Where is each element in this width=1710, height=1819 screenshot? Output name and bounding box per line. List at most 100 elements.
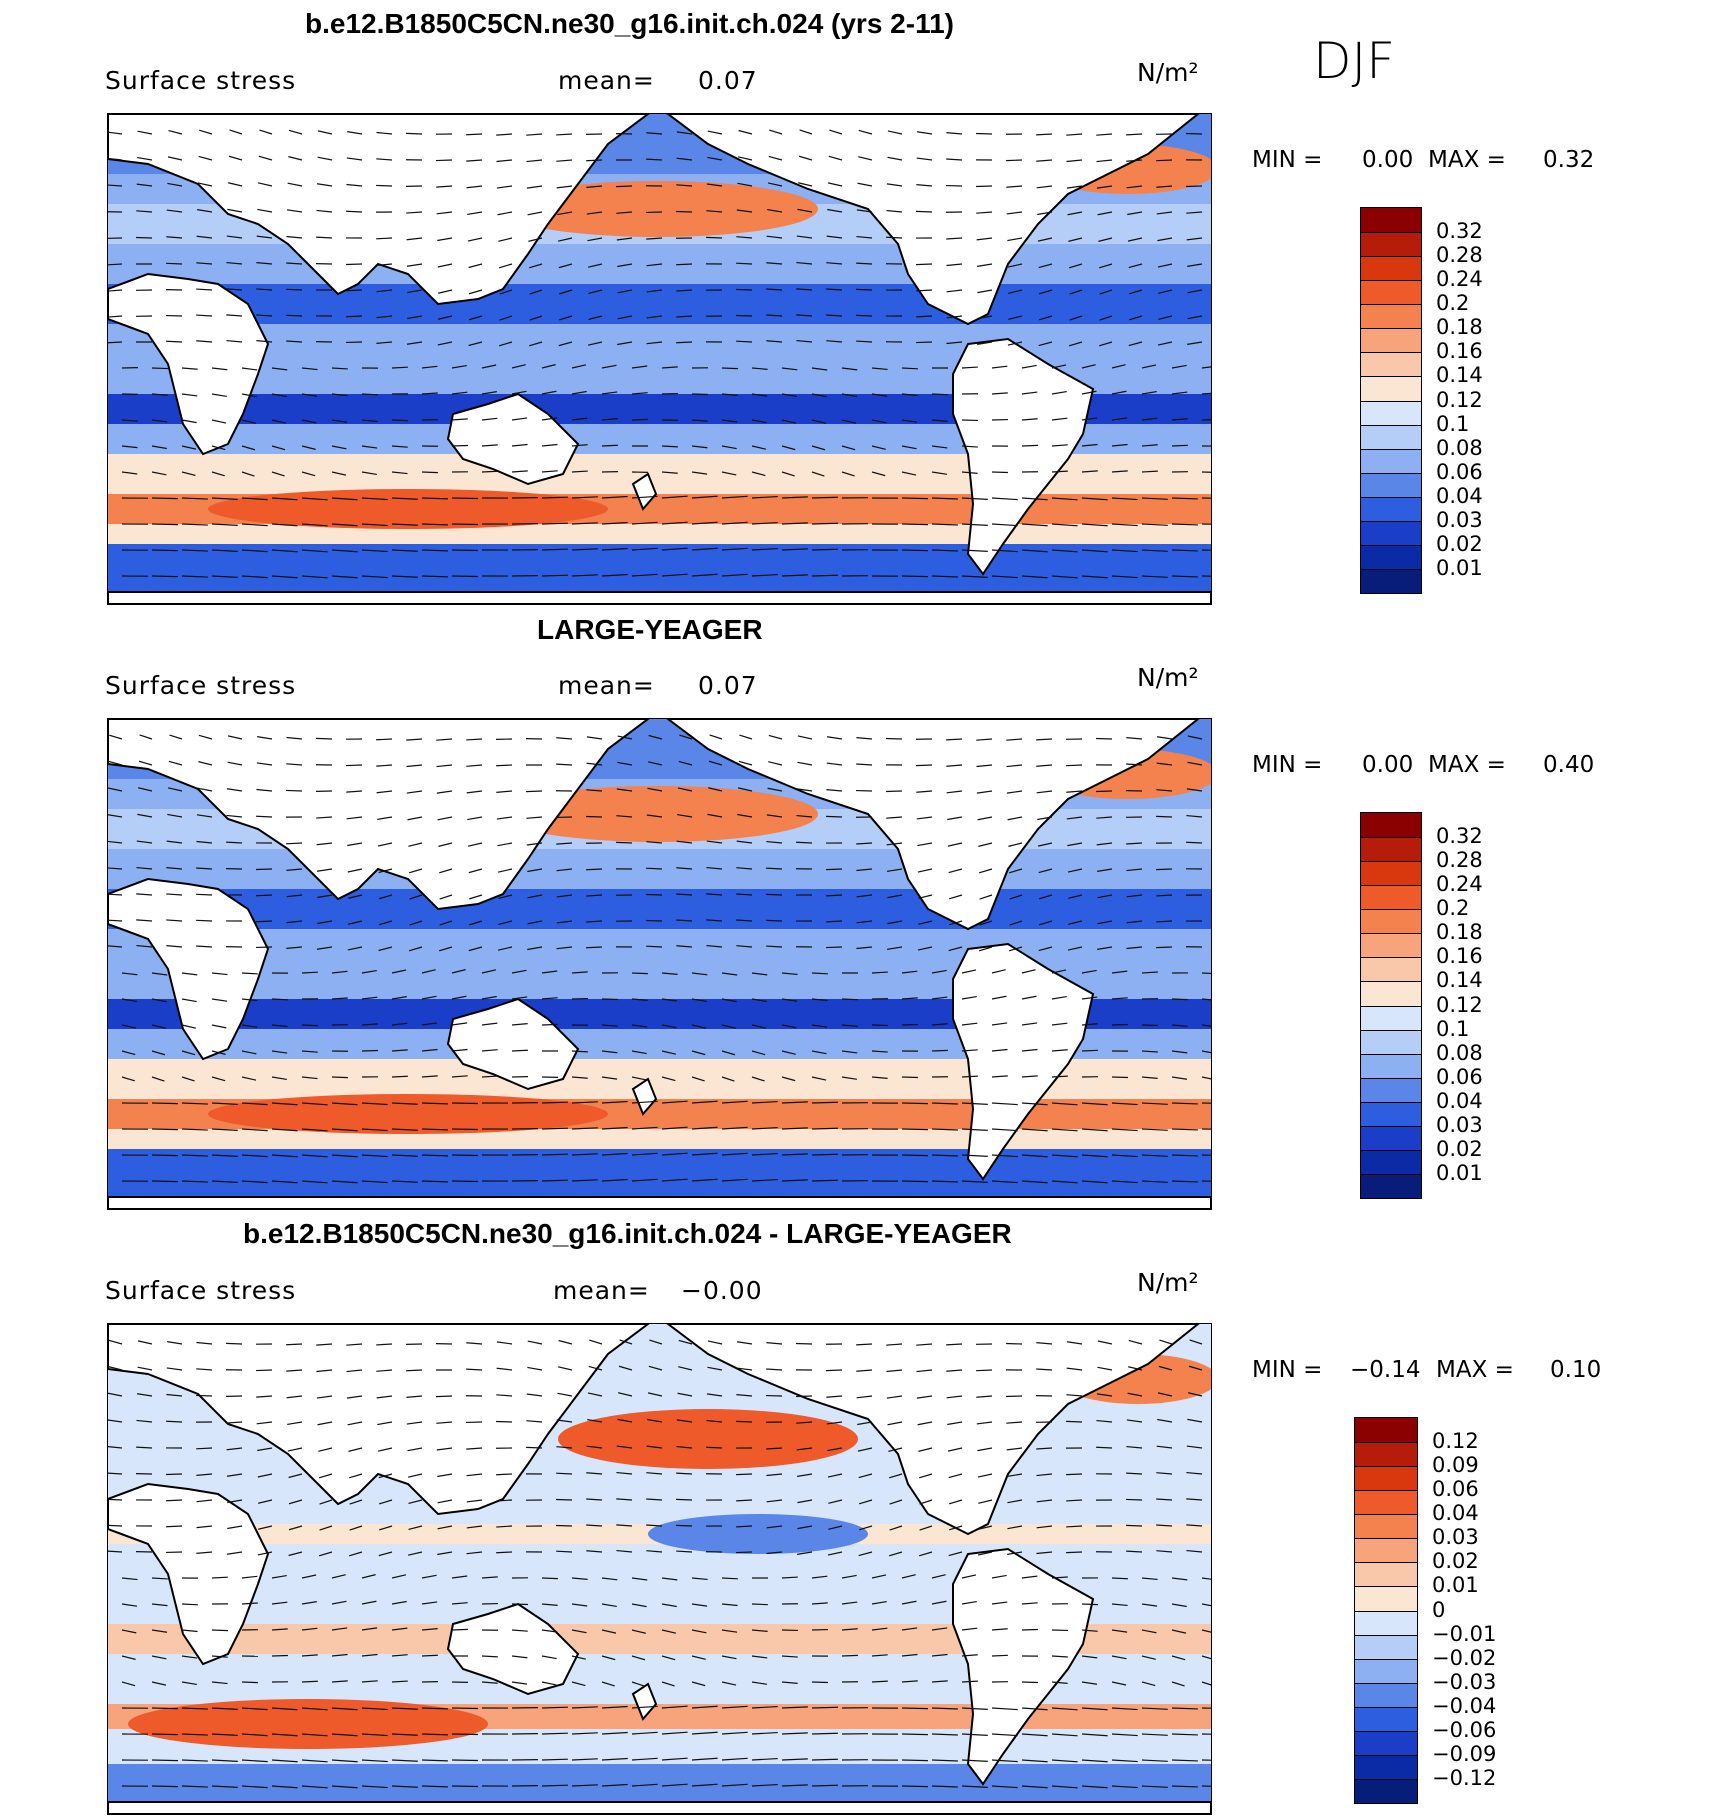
stress-vector: [931, 471, 948, 475]
stress-vector: [571, 574, 598, 577]
stress-vector: [826, 262, 843, 265]
stress-vector: [271, 523, 298, 527]
stress-vector: [318, 1447, 333, 1452]
stress-vector: [646, 919, 663, 922]
stress-vector: [346, 816, 363, 820]
stress-vector: [797, 735, 813, 740]
stress-vector: [527, 946, 543, 951]
stress-vector: [1037, 842, 1053, 847]
stress-vector: [781, 496, 808, 499]
stress-vector: [631, 1603, 647, 1608]
stress-vector: [1111, 549, 1138, 553]
stress-vector: [317, 920, 333, 925]
stress-vector: [811, 1024, 828, 1028]
stress-vector: [108, 867, 123, 870]
stress-vector: [901, 1653, 918, 1657]
stress-vector: [167, 156, 183, 161]
stress-vector: [811, 1179, 838, 1182]
stress-band: [108, 1149, 1211, 1197]
stress-vector: [347, 131, 363, 135]
stress-vector: [978, 842, 993, 847]
stress-vector: [256, 288, 273, 291]
stress-vector: [137, 1340, 153, 1345]
stress-vector: [617, 315, 633, 320]
stress-vector: [1111, 1102, 1138, 1106]
stress-vector: [691, 419, 708, 422]
stress-anomaly: [208, 1094, 608, 1134]
stress-vector: [947, 1421, 963, 1426]
stress-vector: [169, 734, 183, 740]
stress-vector: [1141, 470, 1158, 473]
colorbar-swatch: [1355, 1610, 1417, 1635]
stress-vector: [691, 1152, 718, 1156]
stress-vector: [196, 1394, 213, 1397]
stress-vector: [1081, 1102, 1108, 1106]
stress-vector: [1158, 315, 1173, 320]
stress-vector: [541, 1784, 568, 1787]
stress-vector: [617, 341, 633, 346]
stress-vector: [317, 156, 333, 161]
stress-vector: [646, 289, 663, 293]
stress-vector: [827, 1447, 843, 1452]
stress-vector: [888, 1447, 903, 1452]
stress-vector: [1111, 970, 1128, 974]
stress-vector: [796, 788, 813, 792]
stress-vector: [946, 790, 963, 794]
stress-vector: [227, 761, 243, 766]
stress-vector: [407, 816, 423, 821]
stress-vector: [961, 575, 988, 578]
stress-vector: [469, 894, 483, 900]
stress-vector: [826, 1369, 843, 1372]
colorbar-model: [1360, 207, 1422, 594]
colorbar-swatch: [1355, 1778, 1417, 1803]
stress-vector: [1187, 315, 1203, 320]
stress-vector: [871, 419, 887, 424]
stress-vector: [736, 1499, 753, 1502]
stress-vector: [856, 737, 873, 740]
continent-outline: [108, 877, 270, 1061]
stress-vector: [691, 1100, 718, 1104]
stress-vector: [139, 734, 153, 740]
stress-vector: [301, 1102, 328, 1106]
stress-vector: [136, 919, 153, 922]
stress-vector: [527, 1340, 543, 1345]
stress-vector: [196, 262, 213, 265]
stress-vector: [631, 972, 648, 975]
stress-vector: [841, 1050, 858, 1054]
stress-vector: [1141, 523, 1168, 526]
stress-vector: [271, 1574, 287, 1579]
stress-vector: [541, 417, 558, 421]
stress-vector: [631, 1024, 648, 1028]
stress-vector: [946, 158, 963, 161]
stress-vector: [1021, 1075, 1038, 1078]
stress-vector: [588, 1365, 603, 1371]
stress-vector: [587, 237, 603, 242]
stress-vector: [1006, 764, 1023, 768]
stress-vector: [286, 736, 303, 740]
stress-vector: [991, 471, 1008, 474]
colorbar-label: 0.02: [1436, 531, 1483, 556]
stress-vector: [751, 1655, 768, 1659]
stress-vector: [946, 738, 963, 741]
stress-vector: [331, 1180, 358, 1184]
stress-vector: [736, 840, 753, 844]
stress-vector: [286, 789, 303, 792]
stress-vector: [541, 390, 557, 395]
stress-vector: [646, 841, 663, 844]
stress-vector: [887, 894, 903, 899]
stress-vector: [709, 734, 723, 740]
stress-vector: [916, 131, 933, 135]
stress-vector: [766, 893, 783, 896]
stress-vector: [1158, 289, 1173, 294]
stress-vector: [811, 1706, 838, 1709]
stress-vector: [886, 236, 903, 239]
stress-vector: [196, 867, 213, 870]
stress-vector: [151, 1785, 178, 1788]
colorbar-label: 0.24: [1436, 872, 1483, 897]
stress-vector: [1096, 842, 1113, 846]
stress-vector: [978, 1525, 993, 1530]
stress-vector: [781, 1076, 796, 1082]
stress-vector: [316, 868, 333, 872]
stress-vector: [1081, 969, 1097, 974]
min-value-obs: 0.00: [1362, 752, 1414, 778]
